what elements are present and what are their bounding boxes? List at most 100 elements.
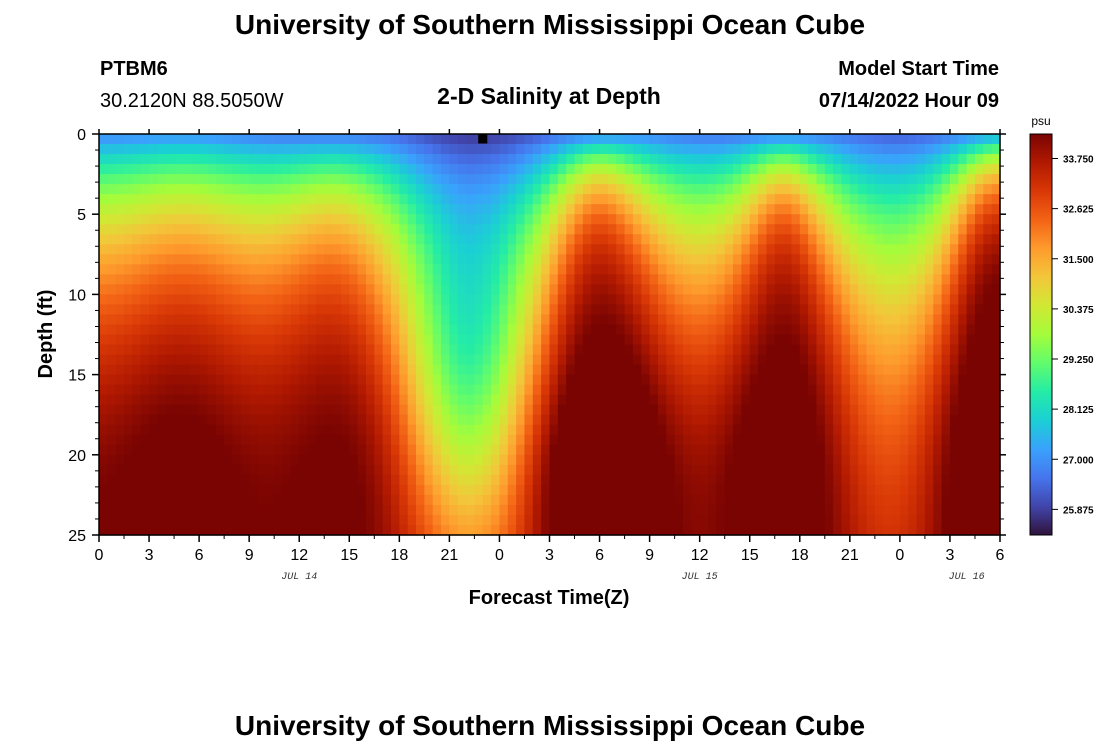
heatmap-cell (749, 504, 759, 516)
heatmap-cell (924, 264, 934, 275)
heatmap-cell (641, 424, 651, 436)
heatmap-cell (332, 404, 342, 416)
heatmap-cell (682, 244, 692, 255)
heatmap-cell (758, 264, 767, 275)
heatmap-cell (107, 344, 117, 356)
heatmap-cell (666, 484, 676, 496)
heatmap-cell (791, 464, 801, 476)
heatmap-cell (416, 494, 425, 506)
heatmap-cell (624, 244, 634, 255)
heatmap-cell (199, 514, 209, 526)
heatmap-cell (741, 164, 751, 175)
heatmap-cell (958, 214, 968, 225)
heatmap-cell (816, 494, 826, 506)
heatmap-cell (482, 344, 492, 356)
heatmap-cell (541, 244, 551, 255)
heatmap-cell (841, 424, 851, 436)
heatmap-cell (849, 184, 859, 195)
heatmap-cell (816, 424, 826, 436)
heatmap-cell (557, 384, 567, 396)
heatmap-cell (491, 404, 501, 416)
heatmap-cell (574, 274, 584, 285)
heatmap-cell (466, 524, 476, 536)
heatmap-cell (966, 494, 976, 506)
heatmap-cell (657, 514, 667, 526)
heatmap-cell (749, 334, 759, 346)
heatmap-cell (682, 184, 692, 195)
heatmap-cell (340, 494, 350, 506)
heatmap-cell (232, 394, 242, 406)
heatmap-cell (582, 504, 592, 516)
heatmap-cell (299, 294, 309, 306)
heatmap-cell (432, 244, 442, 255)
heatmap-cell (791, 374, 801, 386)
heatmap-cell (107, 334, 117, 346)
heatmap-cell (349, 524, 359, 536)
heatmap-cell (157, 224, 167, 235)
heatmap-cell (99, 444, 108, 456)
heatmap-cell (858, 324, 868, 336)
heatmap-cell (716, 214, 726, 225)
heatmap-cell (733, 184, 742, 195)
heatmap-cell (432, 374, 442, 386)
heatmap-cell (416, 424, 425, 436)
heatmap-cell (365, 394, 375, 406)
heatmap-cell (199, 144, 209, 155)
heatmap-cell (265, 454, 275, 466)
heatmap-cell (841, 394, 851, 406)
heatmap-cell (441, 314, 450, 326)
heatmap-cell (724, 224, 734, 235)
heatmap-cell (374, 134, 384, 145)
heatmap-cell (974, 444, 984, 456)
heatmap-cell (741, 464, 751, 476)
heatmap-cell (616, 274, 626, 285)
heatmap-cell (924, 504, 934, 516)
heatmap-cell (607, 394, 617, 406)
heatmap-cell (232, 254, 242, 265)
heatmap-cell (491, 344, 501, 356)
heatmap-cell (399, 254, 409, 265)
heatmap-cell (507, 444, 517, 456)
heatmap-cell (140, 344, 150, 356)
heatmap-cell (99, 484, 108, 496)
heatmap-cell (307, 284, 317, 296)
heatmap-cell (657, 134, 667, 145)
heatmap-cell (174, 244, 184, 255)
heatmap-cell (257, 304, 267, 316)
heatmap-cell (499, 134, 509, 145)
heatmap-cell (682, 234, 692, 245)
heatmap-cell (441, 454, 450, 466)
heatmap-cell (933, 204, 943, 215)
heatmap-cell (224, 364, 234, 376)
heatmap-cell (257, 444, 267, 456)
heatmap-cell (140, 424, 150, 436)
heatmap-cell (749, 194, 759, 205)
heatmap-cell (616, 424, 626, 436)
heatmap-cell (507, 144, 517, 155)
heatmap-cell (174, 164, 184, 175)
heatmap-cell (649, 344, 659, 356)
heatmap-cell (858, 304, 868, 316)
heatmap-cell (891, 224, 901, 235)
heatmap-cell (349, 314, 359, 326)
heatmap-cell (174, 494, 184, 506)
heatmap-cell (649, 354, 659, 366)
heatmap-cell (332, 424, 342, 436)
heatmap-cell (249, 284, 259, 296)
heatmap-cell (466, 364, 476, 376)
heatmap-cell (816, 404, 826, 416)
heatmap-cell (849, 474, 859, 486)
heatmap-cell (924, 404, 934, 416)
heatmap-cell (257, 454, 267, 466)
heatmap-cell (549, 164, 559, 175)
heatmap-cell (474, 514, 484, 526)
heatmap-cell (724, 184, 734, 195)
heatmap-cell (591, 514, 601, 526)
heatmap-cell (949, 434, 959, 446)
heatmap-cell (883, 424, 893, 436)
heatmap-cell (824, 234, 834, 245)
heatmap-cell (849, 514, 859, 526)
heatmap-cell (349, 404, 359, 416)
heatmap-cell (616, 194, 626, 205)
